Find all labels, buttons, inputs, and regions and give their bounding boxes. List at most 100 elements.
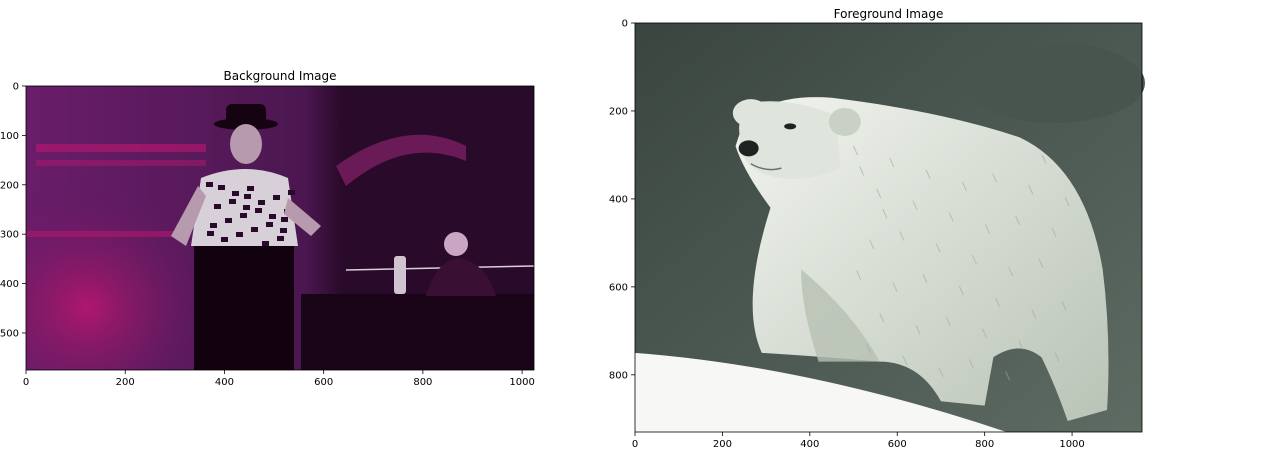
y-tick-label: 600 bbox=[609, 282, 628, 293]
fur-stroke bbox=[958, 285, 964, 296]
fur-stroke bbox=[1041, 154, 1047, 164]
pianist-head bbox=[444, 232, 468, 256]
fur-stroke bbox=[922, 273, 928, 284]
y-tick-label: 200 bbox=[0, 180, 19, 191]
fur-stroke bbox=[1015, 215, 1021, 226]
shirt-pattern bbox=[280, 228, 287, 233]
x-tick-label: 0 bbox=[632, 439, 638, 450]
shirt-pattern bbox=[251, 227, 258, 232]
bear-nose bbox=[738, 140, 759, 157]
stage-scene bbox=[26, 104, 535, 370]
fur-stroke bbox=[995, 297, 1001, 308]
fur-stroke bbox=[1051, 227, 1057, 238]
y-tick-label: 300 bbox=[0, 230, 19, 241]
fur-stroke bbox=[882, 208, 888, 219]
shirt-pattern bbox=[277, 236, 284, 241]
background-image-frame bbox=[25, 85, 535, 371]
fur-stroke bbox=[889, 157, 895, 168]
background-image-title: Background Image bbox=[224, 69, 337, 83]
fur-stroke bbox=[1038, 258, 1044, 268]
y-tick-label: 400 bbox=[0, 279, 19, 290]
foreground-image-frame bbox=[634, 22, 1143, 433]
shirt-pattern bbox=[247, 186, 254, 191]
stage-arch bbox=[336, 134, 466, 186]
stage-light-bar bbox=[26, 231, 176, 237]
fur-stroke bbox=[945, 316, 951, 326]
fur-stroke bbox=[925, 169, 931, 180]
shirt-pattern bbox=[214, 204, 221, 209]
background-image-y-ticks: 0 100 200 300 400 500 bbox=[0, 82, 26, 339]
fur-stroke bbox=[915, 324, 921, 335]
fur-stroke bbox=[935, 243, 941, 253]
bear-ear bbox=[828, 107, 861, 136]
fur-stroke bbox=[879, 313, 885, 323]
bear-ear bbox=[732, 99, 769, 128]
x-tick-label: 200 bbox=[116, 377, 135, 388]
fur-stroke bbox=[961, 181, 967, 191]
shirt-pattern bbox=[269, 214, 276, 219]
fur-stroke bbox=[912, 200, 918, 210]
shirt-pattern bbox=[225, 218, 232, 223]
shirt-pattern bbox=[236, 232, 243, 237]
fur-stroke bbox=[948, 212, 954, 222]
fur-stroke bbox=[853, 145, 858, 156]
foreground-image-x-ticks: 0 200 400 600 800 1000 bbox=[632, 432, 1085, 450]
foreground-image-axes: Foreground Image 0 200 400 600 800 1000 0 200 4… bbox=[609, 7, 1145, 450]
fur-stroke bbox=[859, 166, 865, 176]
shirt-pattern bbox=[288, 190, 295, 195]
shirt-pattern bbox=[229, 199, 236, 204]
bear-leg-shadow bbox=[801, 269, 880, 362]
x-tick-label: 800 bbox=[413, 377, 432, 388]
singer-trousers bbox=[194, 246, 294, 370]
hat-crown bbox=[226, 104, 266, 126]
fur-stroke bbox=[869, 239, 875, 250]
y-tick-label: 100 bbox=[0, 131, 19, 142]
shirt-pattern bbox=[244, 194, 251, 199]
fur-stroke bbox=[892, 282, 898, 292]
fur-stroke bbox=[1054, 352, 1060, 362]
shirt-pattern bbox=[206, 182, 213, 187]
x-tick-label: 1000 bbox=[1059, 439, 1084, 450]
x-tick-label: 400 bbox=[800, 439, 819, 450]
background-image bbox=[26, 86, 535, 370]
pianist-body bbox=[426, 258, 496, 296]
fur-stroke bbox=[968, 359, 974, 369]
fur-stroke bbox=[992, 173, 997, 183]
shirt-pattern bbox=[255, 208, 262, 213]
singer-right-arm bbox=[284, 198, 321, 236]
fur-stroke bbox=[856, 270, 862, 280]
foreground-image-y-ticks: 0 200 400 600 800 bbox=[609, 19, 635, 381]
fur-stroke bbox=[985, 224, 990, 234]
singer-head bbox=[230, 124, 262, 164]
fur-stroke bbox=[982, 328, 987, 338]
fur-stroke bbox=[1005, 371, 1011, 381]
x-tick-label: 400 bbox=[215, 377, 234, 388]
x-tick-label: 800 bbox=[975, 439, 994, 450]
shirt-pattern bbox=[218, 185, 225, 190]
shirt-pattern bbox=[266, 222, 273, 227]
fur-stroke bbox=[1031, 309, 1037, 319]
shirt-pattern bbox=[240, 213, 247, 218]
background-image-axes: Background Image 0 200 400 600 800 1000 0 100 2… bbox=[0, 69, 535, 388]
singer-left-arm bbox=[171, 186, 206, 246]
x-tick-label: 200 bbox=[713, 439, 732, 450]
shirt-pattern bbox=[243, 205, 250, 210]
shirt-pattern bbox=[221, 237, 228, 242]
fur-stroke bbox=[1028, 185, 1034, 195]
polar-bear-scene bbox=[635, 43, 1145, 432]
shirt-pattern bbox=[258, 200, 265, 205]
y-tick-label: 0 bbox=[622, 19, 628, 30]
fur-stroke bbox=[1061, 301, 1067, 311]
fur-stroke bbox=[938, 367, 944, 377]
foreground-image bbox=[635, 23, 1145, 432]
y-tick-label: 800 bbox=[609, 370, 628, 381]
background-image-x-ticks: 0 200 400 600 800 1000 bbox=[23, 370, 535, 388]
x-tick-label: 1000 bbox=[509, 377, 534, 388]
fur-stroke bbox=[1008, 266, 1014, 277]
fur-stroke bbox=[1018, 340, 1024, 350]
fur-stroke bbox=[1064, 196, 1070, 207]
x-tick-label: 0 bbox=[23, 377, 29, 388]
snow-ground bbox=[635, 352, 1007, 432]
x-tick-label: 600 bbox=[888, 439, 907, 450]
fur-stroke bbox=[876, 188, 882, 199]
